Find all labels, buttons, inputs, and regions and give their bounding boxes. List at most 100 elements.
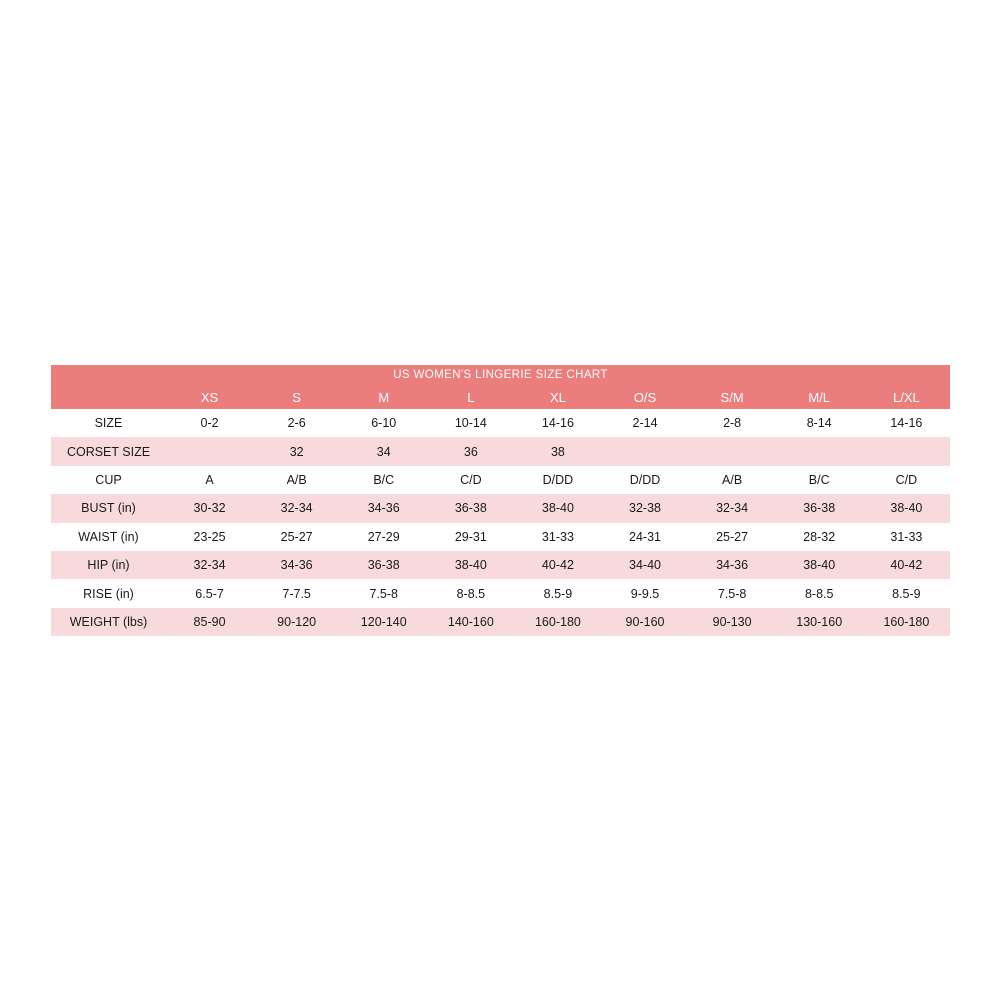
table-row-bust: BUST (in) 30-32 32-34 34-36 36-38 38-40 … — [51, 494, 950, 523]
column-header-os: O/S — [601, 386, 689, 409]
cell-waist-m: 27-29 — [340, 522, 428, 551]
column-header-ml: M/L — [775, 386, 863, 409]
cell-hip-os: 34-40 — [601, 550, 689, 580]
cell-size-lxl: 14-16 — [862, 409, 950, 438]
cell-weight-xl: 160-180 — [514, 607, 602, 637]
cell-hip-xs: 32-34 — [166, 550, 254, 580]
column-header-l: L — [427, 386, 515, 409]
row-label-hip: HIP (in) — [51, 550, 166, 580]
cell-corset-size-os — [601, 437, 689, 466]
cell-weight-l: 140-160 — [427, 607, 515, 637]
cell-corset-size-xs — [166, 437, 254, 466]
cell-hip-l: 38-40 — [427, 550, 515, 580]
cell-rise-s: 7-7.5 — [253, 579, 341, 608]
cell-hip-lxl: 40-42 — [862, 550, 950, 580]
cell-corset-size-m: 34 — [340, 437, 428, 466]
cell-cup-xl: D/DD — [514, 465, 602, 495]
cell-bust-sm: 32-34 — [688, 494, 776, 523]
cell-weight-xs: 85-90 — [166, 607, 254, 637]
cell-cup-m: B/C — [340, 465, 428, 495]
row-label-waist: WAIST (in) — [51, 522, 166, 551]
cell-weight-s: 90-120 — [253, 607, 341, 637]
cell-bust-xs: 30-32 — [166, 494, 254, 523]
size-chart-body: US WOMEN'S LINGERIE SIZE CHART XS S M L … — [51, 365, 950, 637]
cell-weight-os: 90-160 — [601, 607, 689, 637]
row-label-weight: WEIGHT (lbs) — [51, 607, 166, 637]
cell-bust-s: 32-34 — [253, 494, 341, 523]
cell-size-sm: 2-8 — [688, 409, 776, 438]
cell-hip-ml: 38-40 — [775, 550, 863, 580]
cell-rise-ml: 8-8.5 — [775, 579, 863, 608]
cell-rise-sm: 7.5-8 — [688, 579, 776, 608]
table-row-waist: WAIST (in) 23-25 25-27 27-29 29-31 31-33… — [51, 522, 950, 551]
cell-bust-l: 36-38 — [427, 494, 515, 523]
cell-waist-ml: 28-32 — [775, 522, 863, 551]
column-header-m: M — [340, 386, 428, 409]
cell-waist-s: 25-27 — [253, 522, 341, 551]
cell-corset-size-l: 36 — [427, 437, 515, 466]
cell-size-l: 10-14 — [427, 409, 515, 438]
size-chart-table: US WOMEN'S LINGERIE SIZE CHART XS S M L … — [51, 365, 950, 637]
cell-weight-sm: 90-130 — [688, 607, 776, 637]
cell-rise-os: 9-9.5 — [601, 579, 689, 608]
cell-hip-xl: 40-42 — [514, 550, 602, 580]
cell-rise-m: 7.5-8 — [340, 579, 428, 608]
table-row-corset-size: CORSET SIZE 32 34 36 38 — [51, 437, 950, 466]
row-label-corset-size: CORSET SIZE — [51, 437, 166, 466]
cell-bust-ml: 36-38 — [775, 494, 863, 523]
cell-rise-xl: 8.5-9 — [514, 579, 602, 608]
cell-cup-xs: A — [166, 465, 254, 495]
cell-waist-xl: 31-33 — [514, 522, 602, 551]
column-header-sm: S/M — [688, 386, 776, 409]
cell-rise-lxl: 8.5-9 — [862, 579, 950, 608]
cell-corset-size-xl: 38 — [514, 437, 602, 466]
cell-hip-s: 34-36 — [253, 550, 341, 580]
cell-weight-ml: 130-160 — [775, 607, 863, 637]
chart-title: US WOMEN'S LINGERIE SIZE CHART — [51, 365, 950, 386]
cell-size-xs: 0-2 — [166, 409, 254, 438]
cell-cup-sm: A/B — [688, 465, 776, 495]
cell-waist-xs: 23-25 — [166, 522, 254, 551]
cell-cup-lxl: C/D — [862, 465, 950, 495]
cell-corset-size-ml — [775, 437, 863, 466]
cell-corset-size-lxl — [862, 437, 950, 466]
column-header-xl: XL — [514, 386, 602, 409]
column-header-row: XS S M L XL O/S S/M M/L L/XL — [51, 386, 950, 409]
cell-hip-m: 36-38 — [340, 550, 428, 580]
cell-rise-l: 8-8.5 — [427, 579, 515, 608]
column-header-xs: XS — [166, 386, 254, 409]
cell-cup-l: C/D — [427, 465, 515, 495]
cell-bust-xl: 38-40 — [514, 494, 602, 523]
cell-bust-m: 34-36 — [340, 494, 428, 523]
cell-corset-size-sm — [688, 437, 776, 466]
column-header-s: S — [253, 386, 341, 409]
cell-size-xl: 14-16 — [514, 409, 602, 438]
cell-size-m: 6-10 — [340, 409, 428, 438]
row-label-cup: CUP — [51, 465, 166, 495]
cell-waist-l: 29-31 — [427, 522, 515, 551]
cell-rise-xs: 6.5-7 — [166, 579, 254, 608]
row-label-rise: RISE (in) — [51, 579, 166, 608]
size-chart-container: US WOMEN'S LINGERIE SIZE CHART XS S M L … — [51, 365, 950, 637]
cell-waist-os: 24-31 — [601, 522, 689, 551]
cell-bust-os: 32-38 — [601, 494, 689, 523]
cell-size-s: 2-6 — [253, 409, 341, 438]
cell-cup-os: D/DD — [601, 465, 689, 495]
table-row-size: SIZE 0-2 2-6 6-10 10-14 14-16 2-14 2-8 8… — [51, 409, 950, 438]
cell-size-os: 2-14 — [601, 409, 689, 438]
cell-weight-m: 120-140 — [340, 607, 428, 637]
row-label-size: SIZE — [51, 409, 166, 438]
cell-waist-sm: 25-27 — [688, 522, 776, 551]
column-header-lxl: L/XL — [862, 386, 950, 409]
table-row-hip: HIP (in) 32-34 34-36 36-38 38-40 40-42 3… — [51, 550, 950, 580]
cell-cup-s: A/B — [253, 465, 341, 495]
table-row-rise: RISE (in) 6.5-7 7-7.5 7.5-8 8-8.5 8.5-9 … — [51, 579, 950, 608]
chart-title-row: US WOMEN'S LINGERIE SIZE CHART — [51, 365, 950, 386]
cell-size-ml: 8-14 — [775, 409, 863, 438]
table-row-weight: WEIGHT (lbs) 85-90 90-120 120-140 140-16… — [51, 607, 950, 637]
table-row-cup: CUP A A/B B/C C/D D/DD D/DD A/B B/C C/D — [51, 465, 950, 495]
cell-waist-lxl: 31-33 — [862, 522, 950, 551]
cell-corset-size-s: 32 — [253, 437, 341, 466]
row-label-header — [51, 386, 166, 409]
cell-cup-ml: B/C — [775, 465, 863, 495]
